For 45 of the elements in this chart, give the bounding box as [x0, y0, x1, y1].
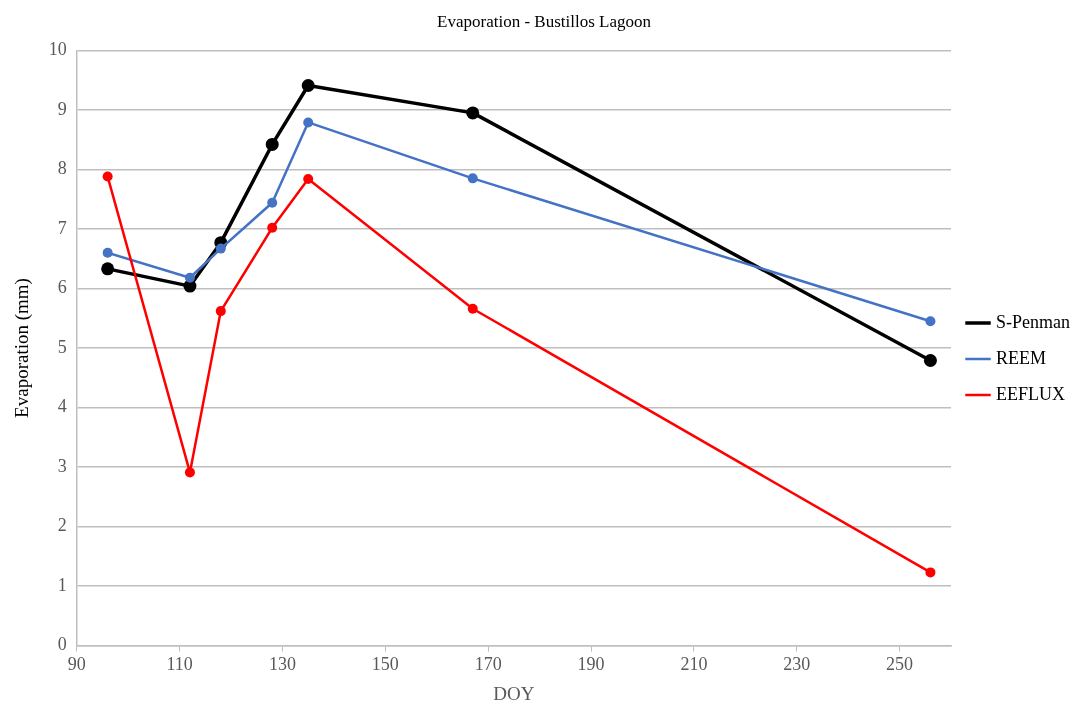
point [265, 137, 279, 151]
x-tick-label: 110 [166, 654, 193, 675]
x-tick-label: 150 [371, 654, 399, 675]
y-tick-label: 10 [48, 39, 67, 60]
y-tick-label: 3 [57, 455, 67, 476]
point [184, 467, 195, 478]
point [303, 173, 314, 184]
point [215, 306, 226, 317]
point [184, 272, 195, 283]
y-tick-label: 1 [57, 574, 67, 595]
legend-label: EEFLUX [996, 383, 1065, 404]
x-tick-label: 190 [577, 654, 605, 675]
x-axis-title: DOY [493, 682, 535, 704]
y-tick-label: 7 [57, 217, 67, 238]
y-tick-label: 8 [57, 158, 67, 179]
chart-title: Evaporation - Bustillos Lagoon [437, 11, 652, 31]
point [102, 247, 113, 258]
x-tick-label: 170 [474, 654, 502, 675]
point [303, 117, 314, 128]
point [923, 354, 937, 367]
legend-label: REEM [996, 347, 1047, 368]
y-tick-label: 6 [57, 277, 67, 298]
point [925, 567, 936, 578]
y-tick-label: 2 [57, 515, 67, 536]
y-axis-title: Evaporation (mm) [11, 278, 34, 418]
x-tick-label: 130 [269, 654, 296, 675]
point [925, 316, 936, 327]
point [301, 79, 315, 93]
x-tick-label: 250 [886, 654, 914, 675]
x-tick-label: 210 [680, 654, 708, 675]
point [466, 106, 480, 120]
point [267, 222, 278, 233]
y-tick-label: 4 [57, 396, 67, 417]
legend-label: S-Penman [996, 311, 1070, 332]
x-tick-label: 90 [67, 654, 86, 675]
y-tick-label: 0 [57, 634, 67, 655]
point [102, 171, 113, 182]
point [267, 197, 278, 208]
y-tick-label: 9 [57, 98, 67, 119]
y-tick-label: 5 [57, 336, 67, 357]
x-tick-label: 230 [783, 654, 811, 675]
point [467, 173, 478, 184]
point [467, 303, 478, 314]
point [101, 262, 115, 276]
point [215, 243, 226, 254]
